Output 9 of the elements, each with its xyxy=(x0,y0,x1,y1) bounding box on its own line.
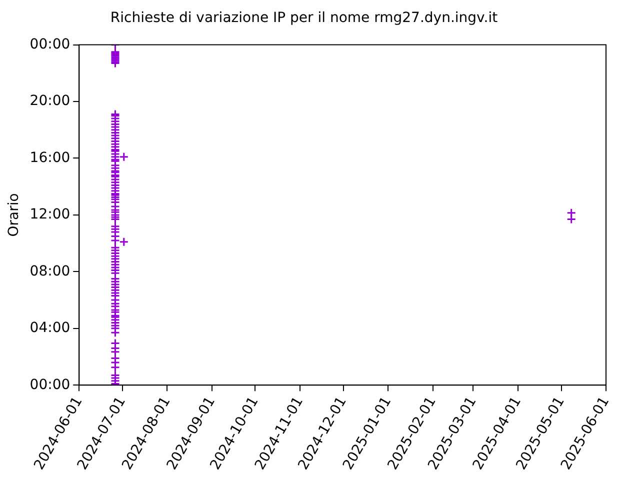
chart-title: Richieste di variazione IP per il nome rmg27.dyn.ingv.it xyxy=(110,10,498,26)
y-tick-label: 04:00 xyxy=(30,320,70,336)
y-tick-label: 12:00 xyxy=(30,206,70,223)
y-tick-label: 08:00 xyxy=(30,263,70,280)
y-tick-label: 16:00 xyxy=(30,150,70,166)
y-tick-label: 20:00 xyxy=(30,93,70,110)
y-tick-label: 00:00 xyxy=(30,376,70,393)
y-tick-label: 00:00 xyxy=(30,36,70,52)
y-axis-title: Orario xyxy=(6,193,22,237)
